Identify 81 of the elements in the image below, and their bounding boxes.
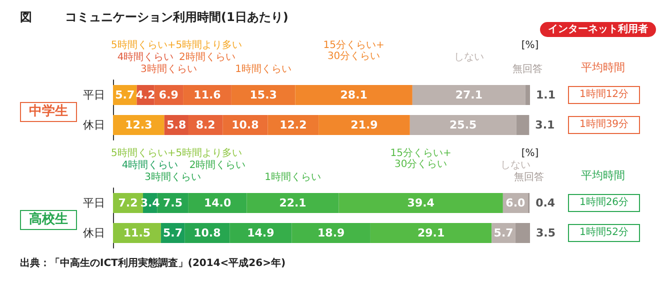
text: 15分くらい+ 30分くらい: [390, 148, 452, 170]
data-label: 21.9: [350, 118, 378, 132]
data-label: 0.4: [536, 196, 556, 210]
data-label: 14.0: [204, 196, 232, 210]
bar: [292, 223, 370, 243]
series-label: 1時間くらい: [264, 172, 321, 183]
text: 5時間くらい+5時間より多い: [111, 148, 242, 159]
data-label: 6.0: [506, 196, 526, 210]
data-label: 1.1: [536, 88, 556, 102]
data-label: 7.2: [118, 196, 138, 210]
text: 2時間くらい: [189, 160, 246, 171]
text: 1時間39分: [568, 116, 640, 134]
series-label: 1時間くらい: [235, 64, 292, 75]
data-label: 18.9: [318, 226, 345, 240]
data-label: 6.9: [158, 88, 178, 102]
bar: [246, 193, 339, 213]
text: [%]: [521, 40, 539, 51]
data-label: 29.1: [417, 226, 445, 240]
data-label: 22.1: [279, 196, 306, 210]
bar: [525, 85, 530, 105]
data-label: 5.8: [166, 118, 186, 132]
data-label: 3.5: [536, 226, 556, 240]
text: 15分くらい+ 30分くらい: [323, 40, 384, 62]
bar: [370, 223, 492, 243]
bar: [113, 223, 161, 243]
data-label: 3.1: [535, 118, 555, 132]
text: 1時間52分: [568, 224, 640, 242]
data-label: 15.3: [250, 88, 277, 102]
bar: [515, 223, 530, 243]
text: 図: [20, 10, 32, 24]
data-label: 3.4: [140, 196, 160, 210]
bar: [230, 223, 292, 243]
bar: [410, 115, 516, 135]
y-axis-title: 高校生: [20, 210, 77, 230]
bar: [113, 115, 164, 135]
text: 2時間くらい: [179, 52, 236, 63]
bar: [412, 85, 526, 105]
data-label: 5.7: [163, 226, 183, 240]
data-label: 5.7: [494, 226, 514, 240]
data-label: 5.7: [115, 88, 135, 102]
chart-title: コミュニケーション利用時間(1日あたり): [65, 10, 288, 24]
text: 5時間くらい+5時間より多い: [111, 40, 242, 51]
data-label: 12.2: [280, 118, 307, 132]
data-label: 10.8: [232, 118, 259, 132]
bar: [188, 193, 247, 213]
text: 平均時間: [581, 169, 625, 182]
data-label: 14.9: [247, 226, 274, 240]
bar: [295, 85, 412, 105]
text: しない: [500, 160, 530, 171]
series-label: 無回答: [512, 64, 543, 75]
text: [%]: [521, 148, 539, 159]
text: 4時間くらい: [122, 160, 178, 171]
source-note: 出典：「中高生のICT利用実態調査」(2014<平成26>年): [20, 258, 286, 269]
y-axis-title: 中学生: [20, 102, 77, 122]
text: 4時間くらい: [117, 52, 174, 63]
text: 1時間12分: [568, 86, 640, 104]
text: しない: [454, 52, 484, 63]
data-label: 28.1: [340, 88, 368, 102]
y-tick-label: 平日: [83, 196, 105, 210]
series-label: 3時間くらい: [140, 64, 197, 75]
text: インターネット利用者: [540, 22, 656, 37]
bar: [516, 115, 530, 135]
bar: [338, 193, 503, 213]
text: 1時間26分: [568, 194, 640, 212]
data-label: 11.6: [194, 88, 222, 102]
series-label: 無回答: [514, 172, 544, 183]
data-label: 25.5: [450, 118, 477, 132]
y-tick-label: 休日: [83, 118, 105, 132]
data-label: 27.1: [455, 88, 482, 102]
data-label: 8.2: [196, 118, 216, 132]
text: 平均時間: [581, 61, 625, 74]
data-label: 4.2: [136, 88, 156, 102]
data-label: 11.5: [123, 226, 151, 240]
data-label: 10.8: [194, 226, 221, 240]
data-label: 7.5: [163, 196, 183, 210]
bar: [318, 115, 410, 135]
y-tick-label: 休日: [83, 226, 105, 240]
y-tick-label: 平日: [83, 88, 105, 102]
data-label: 12.3: [125, 118, 152, 132]
data-label: 39.4: [407, 196, 435, 210]
series-label: 3時間くらい: [144, 172, 201, 183]
